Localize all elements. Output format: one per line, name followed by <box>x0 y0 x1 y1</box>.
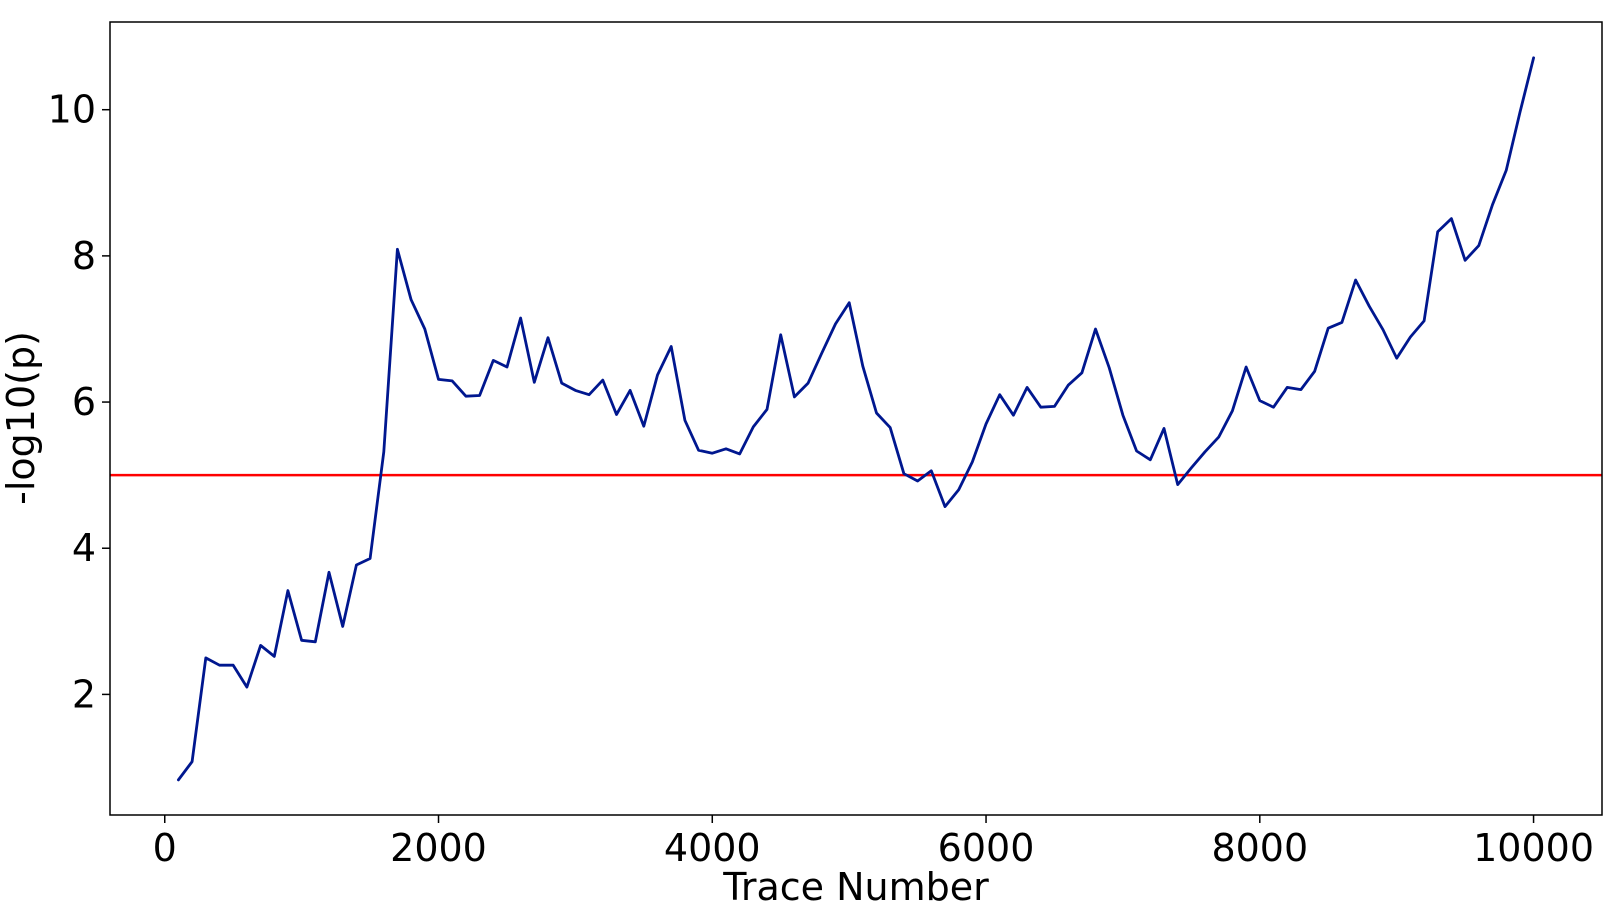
y-tick-label: 10 <box>48 88 96 132</box>
x-tick-label: 10000 <box>1473 826 1594 870</box>
x-tick-label: 2000 <box>390 826 487 870</box>
x-tick-label: 6000 <box>938 826 1035 870</box>
y-tick-label: 6 <box>72 380 96 424</box>
y-tick-label: 4 <box>72 526 96 570</box>
x-tick-label: 4000 <box>664 826 761 870</box>
y-axis-ticks: 2 4 6 8 10 <box>48 88 110 716</box>
plot-frame <box>109 21 1603 816</box>
series-line <box>176 56 1535 782</box>
y-tick-label: 8 <box>72 234 96 278</box>
x-axis-ticks: 0 2000 4000 6000 8000 10000 <box>153 815 1594 870</box>
plot-background <box>110 22 1602 815</box>
series-layer <box>176 56 1535 782</box>
y-axis-title: -log10(p) <box>0 331 43 505</box>
x-axis-title: Trace Number <box>722 865 989 905</box>
y-tick-label: 2 <box>72 672 96 716</box>
x-tick-label: 8000 <box>1211 826 1308 870</box>
x-tick-label: 0 <box>153 826 177 870</box>
